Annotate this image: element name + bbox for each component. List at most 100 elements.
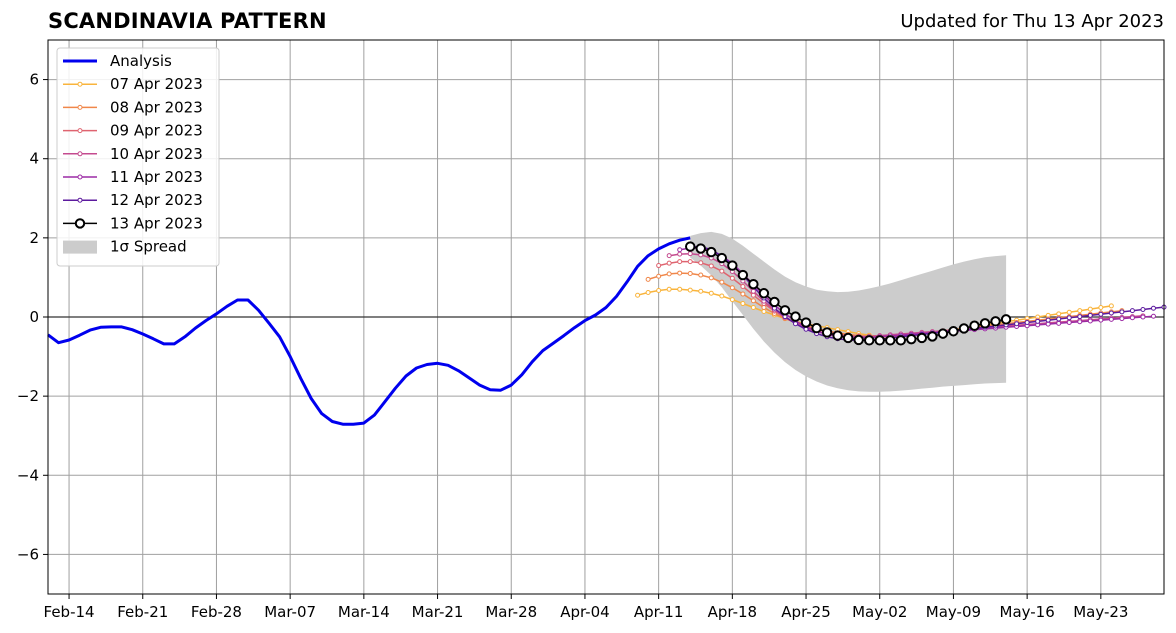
x-tick-label: Mar-14 <box>338 603 390 621</box>
spread-layer <box>690 231 1007 392</box>
x-tick-label: May-16 <box>1000 603 1055 621</box>
data-point <box>708 263 714 269</box>
data-point <box>1108 316 1114 322</box>
data-point <box>1056 311 1062 317</box>
data-point <box>1035 318 1041 324</box>
data-point <box>687 287 693 293</box>
y-tick-label: 4 <box>29 150 39 168</box>
data-point <box>800 317 812 328</box>
data-point <box>1056 320 1062 326</box>
data-point <box>1150 313 1156 319</box>
x-tick-label: May-09 <box>926 603 981 621</box>
data-point <box>1077 319 1083 325</box>
data-point <box>706 246 717 258</box>
data-point <box>895 335 906 346</box>
data-point <box>687 251 693 257</box>
data-point <box>769 296 780 308</box>
data-point <box>1108 303 1114 309</box>
legend-label: 12 Apr 2023 <box>110 191 203 209</box>
legend-label: 08 Apr 2023 <box>110 98 203 116</box>
data-point <box>761 308 767 314</box>
x-tick-label: Feb-28 <box>191 603 242 621</box>
legend-entry: 08 Apr 2023 <box>63 98 203 116</box>
data-point <box>677 247 683 253</box>
data-point <box>698 272 704 278</box>
legend-label: 11 Apr 2023 <box>110 168 203 186</box>
data-point <box>1108 310 1114 316</box>
data-point <box>793 321 799 327</box>
data-point <box>677 270 683 276</box>
legend-label: 09 Apr 2023 <box>110 122 203 140</box>
data-point <box>811 322 822 334</box>
data-point <box>666 253 672 259</box>
data-point <box>750 298 756 304</box>
data-point <box>761 305 767 311</box>
x-tick-label: Mar-21 <box>412 603 464 621</box>
data-point <box>708 290 714 296</box>
data-point <box>666 286 672 292</box>
data-point <box>719 268 725 274</box>
data-point <box>1045 317 1051 323</box>
data-point <box>645 289 651 295</box>
data-point <box>990 316 1001 327</box>
x-tick-label: Apr-11 <box>634 603 684 621</box>
data-point <box>666 260 672 266</box>
data-point <box>1077 308 1083 314</box>
data-point <box>1045 321 1051 327</box>
legend-marker <box>77 104 83 110</box>
data-point <box>874 335 885 346</box>
data-point <box>803 326 809 332</box>
data-point <box>729 275 735 281</box>
data-point <box>1098 305 1104 311</box>
data-point <box>1000 314 1012 325</box>
data-point <box>685 241 696 252</box>
legend-marker <box>77 174 83 180</box>
chart-title: SCANDINAVIA PATTERN <box>48 9 327 33</box>
data-point <box>737 269 749 281</box>
data-point <box>821 327 833 338</box>
data-point <box>969 320 980 331</box>
data-point <box>842 332 854 344</box>
data-point <box>708 275 714 281</box>
legend-entry: Analysis <box>63 52 172 70</box>
data-point <box>864 335 875 346</box>
data-point <box>748 278 759 290</box>
data-point <box>1119 309 1125 315</box>
data-point <box>937 328 949 339</box>
data-point <box>979 318 991 329</box>
data-point <box>719 293 725 299</box>
data-point <box>1087 318 1093 324</box>
x-tick-label: May-23 <box>1073 603 1128 621</box>
data-point <box>885 335 896 346</box>
grid <box>48 40 1164 594</box>
data-point <box>656 287 662 293</box>
legend-marker <box>77 197 83 203</box>
data-point <box>729 285 735 291</box>
data-point <box>779 305 791 316</box>
data-point <box>1024 320 1030 326</box>
data-point <box>1014 321 1020 327</box>
series-layer <box>47 236 1167 426</box>
data-point <box>958 323 970 334</box>
data-point <box>1087 312 1093 318</box>
data-point <box>1056 316 1062 322</box>
y-tick-label: 2 <box>29 229 39 247</box>
y-tick-label: 0 <box>29 308 39 326</box>
legend-entry: 1σ Spread <box>63 238 187 256</box>
data-point <box>677 251 683 257</box>
data-point <box>927 331 938 342</box>
legend-marker <box>77 151 83 157</box>
ticks: Feb-14 Feb-21 Feb-28 Mar-07 Mar-14 Mar-21 Mar-… <box>17 71 1129 621</box>
data-point <box>750 288 756 294</box>
data-point <box>698 260 704 266</box>
x-tick-label: Apr-25 <box>781 603 831 621</box>
data-point <box>656 273 662 279</box>
data-point <box>727 260 738 271</box>
data-point <box>635 292 641 298</box>
legend-marker <box>77 81 83 87</box>
data-point <box>1077 314 1083 320</box>
data-point <box>916 332 928 344</box>
data-point <box>719 279 725 285</box>
data-point <box>1098 317 1104 323</box>
